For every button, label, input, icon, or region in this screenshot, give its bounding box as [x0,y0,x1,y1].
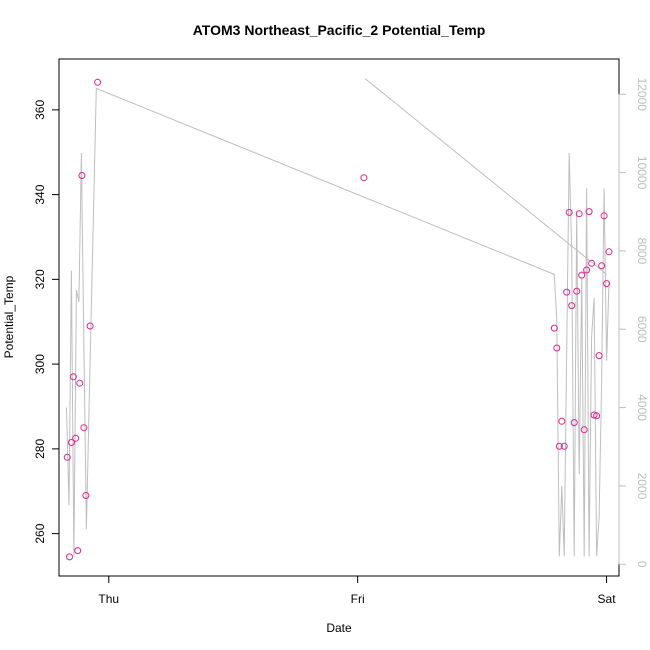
data-point [553,344,561,352]
data-point [360,174,368,182]
data-point [605,248,613,256]
x-tick-label: Fri [351,592,365,606]
data-point [603,280,611,288]
series-line-0 [66,87,610,557]
series-points [63,78,613,561]
y-axis-label: Potential_Temp [2,275,16,358]
data-point [595,352,603,360]
data-point [550,324,558,332]
y-axis-right: 0 2000 4000 6000 8000 10000 12000 [618,78,649,568]
data-point [94,78,102,86]
y2-tick-label: 12000 [635,78,649,112]
data-point [82,492,90,499]
data-point [585,208,593,216]
y-tick-label: 260 [33,523,47,543]
y2-tick-label: 0 [635,561,649,568]
x-tick-label: Sat [598,592,617,606]
data-point [600,212,608,220]
x-axis-label: Date [326,621,352,635]
data-point [593,412,601,420]
y-tick-label: 280 [33,439,47,459]
data-point [69,373,77,381]
data-point [583,266,591,274]
data-point [63,453,71,461]
x-axis: Thu Fri Sat [98,575,617,606]
data-point [80,424,88,432]
data-point [560,442,568,450]
data-point [76,379,84,387]
data-point [563,288,571,296]
data-point [78,172,86,179]
y2-tick-label: 10000 [635,156,649,190]
data-point [573,287,581,295]
y2-tick-label: 6000 [635,316,649,343]
series-line-1 [364,78,607,275]
data-point [580,426,588,434]
x-tick-label: Thu [98,592,119,606]
y-axis-left: 260 280 300 320 340 360 [33,100,60,544]
y2-tick-label: 2000 [635,473,649,500]
data-point [578,271,586,279]
data-point [72,434,80,442]
y-tick-label: 300 [33,354,47,374]
y2-tick-label: 8000 [635,238,649,265]
data-point [558,417,566,425]
chart-title: ATOM3 Northeast_Pacific_2 Potential_Temp [193,22,486,38]
y-tick-label: 320 [33,269,47,289]
series-lines [66,78,610,557]
data-point [568,302,576,310]
y-tick-label: 340 [33,184,47,204]
data-point [588,259,596,267]
y-tick-label: 360 [33,100,47,120]
data-point [565,208,573,216]
data-point [67,439,75,446]
data-point [570,419,578,427]
y2-tick-label: 4000 [635,394,649,421]
plot-frame [58,58,620,577]
data-point [555,442,563,450]
data-point [66,553,73,561]
data-point [575,210,583,218]
data-point [598,262,606,270]
data-point [86,322,94,330]
data-point [74,547,82,555]
